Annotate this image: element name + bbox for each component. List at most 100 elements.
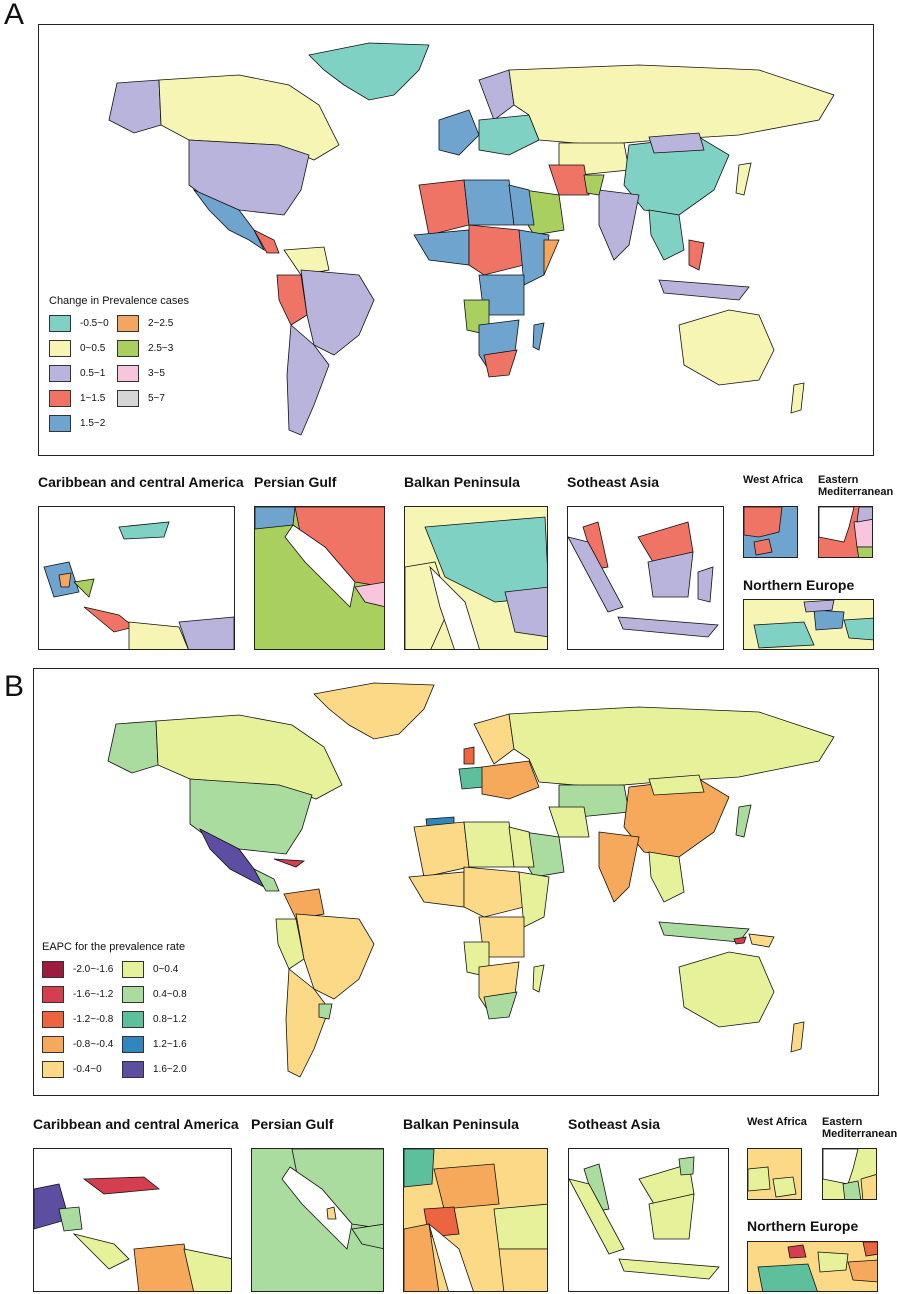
b-inset-eastern-med (822, 1148, 877, 1200)
a-inset-title-eastern-med: Eastern Mediterranean (818, 474, 894, 498)
legend-label: 2~2.5 (148, 318, 174, 329)
b-inset-title-west-africa: West Africa (747, 1116, 807, 1128)
a-inset-eastern-med (818, 506, 873, 558)
b-inset-west-africa (747, 1148, 802, 1200)
alaska (108, 79, 162, 134)
panel_b-legend-item: -1.2~-0.8 (42, 1011, 113, 1028)
panel-b-world-map-svg (107, 682, 835, 1078)
a-inset-west-africa (743, 506, 798, 558)
a-inset-persian-gulf (254, 506, 385, 650)
central-america (253, 229, 280, 254)
b-inset-title-southeast-asia: Sotheast Asia (568, 1116, 661, 1132)
legend-label: 0.4~0.8 (153, 989, 187, 1000)
b-inset-southeast-asia (568, 1148, 729, 1292)
panel_b-legend-item: 0.8~1.2 (122, 1011, 187, 1028)
panel-b-letter: B (4, 670, 25, 703)
brazil (300, 269, 375, 356)
legend-label: 0.8~1.2 (153, 1014, 187, 1025)
panel-a-world-map-svg (108, 42, 835, 436)
north-africa-center (463, 179, 515, 226)
panel-b-world-map: EAPC for the prevalence rate -2.0~-1.6 -1… (33, 668, 879, 1096)
southeast-asia (648, 209, 685, 261)
indonesia (658, 279, 750, 301)
a-inset-title-persian-gulf: Persian Gulf (254, 474, 337, 490)
legend-label: 0.5~1 (80, 368, 106, 379)
legend-swatch (117, 390, 139, 407)
panel_a-legend-item: 0~0.5 (49, 340, 105, 357)
panel-a-legend: Change in Prevalence cases -0.5~0 0~0.5 0.… (49, 295, 249, 445)
legend-label: -1.2~-0.8 (73, 1014, 114, 1025)
panel_a-legend-item: 2.5~3 (117, 340, 173, 357)
venezuela (283, 246, 330, 276)
north-africa-west (418, 179, 470, 236)
south-africa (483, 349, 518, 378)
canada (158, 74, 340, 161)
b-inset-title-balkan: Balkan Peninsula (403, 1116, 519, 1132)
panel_a-legend-item: 3~5 (117, 365, 165, 382)
panel_a-legend-item: 0.5~1 (49, 365, 105, 382)
panel_a-legend-item: -0.5~0 (49, 315, 109, 332)
a-inset-balkan (404, 506, 548, 650)
legend-label: -0.5~0 (80, 318, 109, 329)
legend-swatch (122, 986, 144, 1003)
legend-swatch (117, 365, 139, 382)
russia (508, 64, 835, 146)
egypt (508, 184, 535, 226)
panel_a-legend-item: 1~1.5 (49, 390, 105, 407)
panel_a-legend-item: 1.5~2 (49, 415, 105, 432)
panel-a-letter: A (4, 0, 25, 31)
legend-label: -0.4~0 (73, 1064, 102, 1075)
usa (188, 139, 310, 216)
legend-label: 2.5~3 (148, 343, 174, 354)
legend-label: 1.2~1.6 (153, 1039, 187, 1050)
legend-label: -0.8~-0.4 (73, 1039, 114, 1050)
a-inset-title-caribbean: Caribbean and central America (38, 474, 244, 490)
legend-swatch (49, 365, 71, 382)
b-inset-northern-europe (747, 1241, 878, 1292)
panel-a-world-map: Change in Prevalence cases -0.5~0 0~0.5 0.… (38, 24, 874, 456)
panel_b-legend-item: 0~0.4 (122, 961, 178, 978)
india (598, 189, 640, 261)
legend-label: 1~1.5 (80, 393, 106, 404)
legend-label: -2.0~-1.6 (73, 964, 114, 975)
legend-swatch (49, 415, 71, 432)
b-inset-balkan (403, 1148, 548, 1292)
legend-label: 0~0.5 (80, 343, 106, 354)
panel_b-legend-item: 1.2~1.6 (122, 1036, 187, 1053)
b-inset-title-caribbean: Caribbean and central America (33, 1116, 239, 1132)
a-inset-northern-europe (743, 599, 874, 650)
panel-b-legend: EAPC for the prevalence rate -2.0~-1.6 -1… (42, 941, 242, 1091)
a-inset-southeast-asia (567, 506, 724, 650)
legend-swatch (42, 1036, 64, 1053)
a-inset-title-balkan: Balkan Peninsula (404, 474, 520, 490)
madagascar (532, 322, 545, 351)
panel_b-legend-item: -0.8~-0.4 (42, 1036, 113, 1053)
legend-swatch (122, 961, 144, 978)
peru (276, 274, 308, 326)
a-inset-title-northern-europe: Northern Europe (743, 577, 855, 593)
legend-label: 3~5 (148, 368, 165, 379)
legend-label: -1.6~-1.2 (73, 989, 114, 1000)
europe-west (438, 109, 480, 156)
legend-swatch (122, 1036, 144, 1053)
legend-swatch (49, 315, 71, 332)
b-inset-caribbean (33, 1148, 232, 1292)
panel-b-legend-title: EAPC for the prevalence rate (42, 941, 186, 953)
b-inset-title-northern-europe: Northern Europe (747, 1218, 859, 1234)
afghanistan (583, 174, 605, 196)
a-inset-title-southeast-asia: Sotheast Asia (567, 474, 660, 490)
a-inset-title-west-africa: West Africa (743, 474, 803, 486)
legend-swatch (122, 1061, 144, 1078)
new-zealand (790, 382, 805, 414)
legend-label: 1.6~2.0 (153, 1064, 187, 1075)
scandinavia (478, 69, 515, 121)
panel_a-legend-item: 5~7 (117, 390, 165, 407)
legend-swatch (122, 1011, 144, 1028)
greenland (308, 42, 430, 101)
argentina (286, 324, 330, 436)
legend-swatch (42, 1061, 64, 1078)
legend-label: 5~7 (148, 393, 165, 404)
b-inset-title-persian-gulf: Persian Gulf (251, 1116, 334, 1132)
legend-swatch (49, 390, 71, 407)
legend-swatch (49, 340, 71, 357)
